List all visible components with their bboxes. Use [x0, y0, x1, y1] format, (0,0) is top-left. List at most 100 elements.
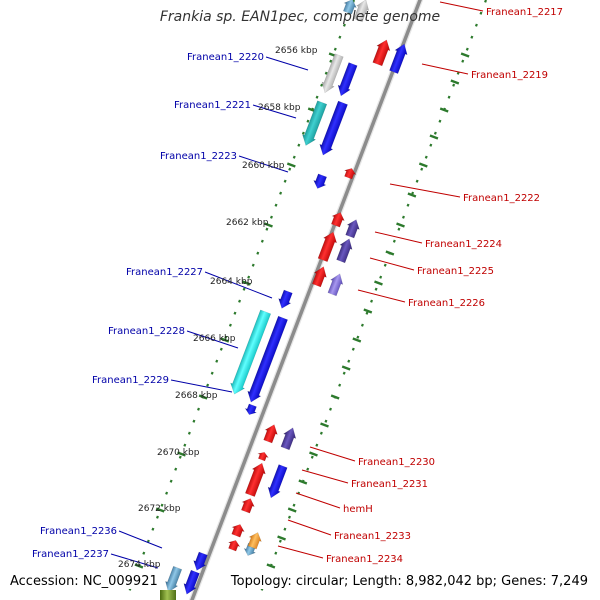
kbp-tick-label: 2656 kbp	[275, 46, 318, 56]
tick-dot	[356, 335, 360, 339]
kbp-tick-label: 2668 kbp	[175, 391, 218, 401]
gene-franean1-2228-shape	[247, 315, 288, 403]
tick-dot	[329, 407, 332, 411]
topology-text: Topology: circular; Length: 8,982,042 bp…	[228, 574, 590, 589]
forward-gene-label-text: Franean1_2229	[92, 375, 169, 386]
major-tick-inner	[264, 222, 273, 228]
gene-franean1-2222-shape	[343, 168, 357, 180]
gene-franean1-2217	[353, 0, 370, 23]
gene-franean1-2228	[247, 315, 288, 403]
major-tick-outer	[439, 107, 449, 113]
tick-dot	[333, 47, 337, 51]
tick-dot	[292, 155, 296, 159]
reverse-gene-label: Franean1_2226	[408, 298, 485, 309]
gene-franean1-2233	[231, 524, 245, 538]
forward-label-leader	[265, 56, 309, 71]
tick-dot	[342, 23, 346, 27]
tick-dot	[315, 443, 319, 447]
tick-dot	[365, 311, 369, 315]
tick-dot	[269, 215, 273, 219]
kbp-tick-label: 2674 kbp	[118, 560, 161, 570]
gene-franean1-2230b-shape	[280, 427, 297, 451]
forward-gene-label: Franean1_2220	[187, 52, 264, 63]
forward-label-leader	[170, 379, 233, 393]
reverse-label-leader	[357, 289, 406, 303]
tick-dot	[306, 467, 310, 471]
major-tick-inner	[286, 162, 296, 168]
forward-gene-label-text: Franean1_2223	[160, 151, 237, 162]
reverse-label-leader	[374, 231, 423, 244]
mid-tick-outer	[363, 308, 373, 314]
major-tick-inner	[155, 507, 165, 513]
tick-dot	[274, 551, 278, 555]
tick-dot	[169, 479, 173, 483]
tick-dot	[315, 95, 319, 99]
tick-dot	[452, 83, 456, 87]
gene-franean1-2224-shape	[317, 231, 338, 263]
tick-dot	[215, 359, 219, 363]
forward-gene-label-text: Franean1_2221	[174, 100, 251, 111]
gene-franean1-2221b-shape	[319, 100, 348, 156]
kbp-tick-label: 2672 kbp	[138, 504, 181, 514]
tick-dot	[484, 0, 488, 3]
tick-dot	[351, 347, 355, 351]
major-tick-outer	[266, 563, 276, 569]
major-tick	[242, 280, 383, 286]
reverse-gene-label: Franean1_2224	[425, 239, 502, 250]
tick-dot	[197, 407, 200, 411]
gene-franean1-2233-shape	[231, 524, 245, 538]
forward-gene-label: Franean1_2236	[40, 526, 117, 537]
tick-dot	[461, 59, 465, 63]
gene-franean1-2224a-shape	[330, 212, 345, 228]
gene-hemh-shape	[240, 498, 255, 514]
gene-franean1-2229-shape	[244, 403, 258, 415]
tick-dot	[438, 119, 442, 123]
tick-dot	[360, 323, 364, 327]
forward-gene-label-text: Franean1_2227	[126, 267, 203, 278]
gene-franean1-2237b-shape	[193, 551, 208, 571]
gene-franean1-2228a	[230, 309, 272, 395]
tick-dot	[260, 239, 264, 243]
gene-franean1-2228a-shape	[230, 309, 272, 395]
gene-franean1-2234	[247, 532, 262, 550]
forward-gene-label: Franean1_2221	[174, 100, 251, 111]
gene-franean1-2225a-shape	[345, 219, 360, 239]
tick-dot	[151, 527, 155, 531]
tick-dot	[187, 431, 191, 435]
gene-franean1-2219b-shape	[389, 43, 408, 74]
gene-franean1-2220	[337, 62, 358, 97]
tick-dot	[238, 299, 242, 303]
forward-label-leader	[238, 155, 289, 173]
backbone-line	[190, 0, 422, 600]
tick-dot	[347, 359, 351, 363]
tick-dot	[283, 179, 287, 183]
tick-dot	[383, 263, 387, 267]
major-tick-inner	[134, 563, 144, 569]
gene-franean1-2226	[327, 273, 344, 297]
forward-label-leader	[186, 330, 239, 349]
tick-dot	[228, 323, 232, 327]
major-tick-inner	[198, 394, 208, 400]
gene-gray-1-shape	[321, 53, 344, 94]
major-tick-outer	[352, 337, 362, 343]
mid-tick-outer	[277, 535, 286, 541]
reverse-label-leader	[369, 257, 415, 271]
reverse-label-leader	[301, 469, 349, 484]
tick-dot	[415, 179, 419, 183]
tick-dot	[401, 215, 405, 219]
gene-franean1-2222	[343, 168, 357, 180]
tick-dot	[288, 167, 292, 171]
tick-dot	[155, 515, 159, 519]
reverse-gene-label: Franean1_2222	[463, 193, 540, 204]
forward-gene-label: Franean1_2223	[160, 151, 237, 162]
tick-dot	[160, 503, 164, 507]
gene-franean1-2233b	[227, 540, 241, 552]
gene-franean1-2217a	[342, 0, 357, 15]
tick-dot	[319, 431, 323, 435]
gene-franean1-2231-shape	[244, 462, 266, 497]
major-tick-outer	[287, 507, 297, 513]
tick-dot	[183, 443, 187, 447]
tick-dot	[297, 143, 301, 147]
major-tick-outer	[396, 222, 405, 228]
